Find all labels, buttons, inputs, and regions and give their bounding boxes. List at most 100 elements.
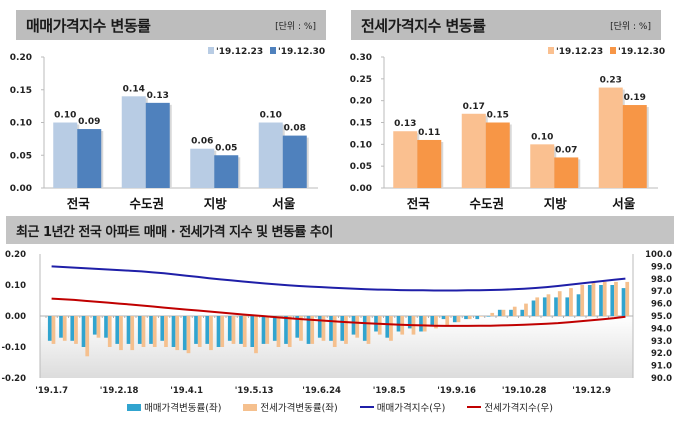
legend-swatch-jeonse-index xyxy=(467,406,482,408)
trend-sale-change-bar xyxy=(329,316,333,341)
jeonse-legend-label: '19.12.30 xyxy=(618,47,665,57)
jeonse-data-label: 0.11 xyxy=(418,128,440,138)
trend-xtick-label: '19.4.1 xyxy=(170,386,203,396)
trend-jeonse-change-bar xyxy=(276,316,281,347)
sale-legend-swatch xyxy=(270,47,276,54)
trend-left-ytick: 0.20 xyxy=(5,250,26,260)
trend-sale-change-bar xyxy=(272,316,277,341)
trend-jeonse-change-bar xyxy=(512,306,517,316)
trend-jeonse-change-bar xyxy=(569,288,573,316)
sale-legend-label: '19.12.23 xyxy=(216,47,263,57)
trend-sale-change-bar xyxy=(576,294,581,316)
trend-sale-change-bar xyxy=(126,316,131,344)
trend-sale-change-bar xyxy=(351,316,356,335)
jeonse-panel-header: 전세가격지수 변동률 [단위 : %] xyxy=(351,10,661,40)
trend-jeonse-change-bar xyxy=(355,316,360,338)
trend-sale-change-bar xyxy=(340,316,345,341)
trend-left-ytick: -0.20 xyxy=(2,374,27,384)
trend-jeonse-change-bar xyxy=(96,316,101,338)
trend-sale-change-bar xyxy=(419,316,423,332)
trend-jeonse-index-line xyxy=(51,297,626,327)
jeonse-change-bar-chart: 0.00 0.05 0.10 0.15 0.20 0.25 0.30 0.130.11 전국 0.… xyxy=(350,47,665,211)
trend-jeonse-change-bar xyxy=(186,316,191,354)
trend-sale-change-bar xyxy=(542,297,547,316)
trend-xtick-label: '19.10.28 xyxy=(502,386,547,396)
legend-swatch-jeonse-change xyxy=(243,403,258,411)
trend-xtick-label: '19.12.9 xyxy=(572,386,611,396)
trend-jeonse-change-bar xyxy=(51,316,56,344)
trend-jeonse-change-bar xyxy=(119,316,123,351)
sale-panel-unit: [단위 : %] xyxy=(275,21,316,32)
trend-sale-change-bar xyxy=(239,316,243,344)
jeonse-data-label: 0.23 xyxy=(600,76,622,86)
trend-sale-change-bar xyxy=(194,316,198,344)
jeonse-ytick: 0.25 xyxy=(350,75,372,85)
jeonse-bar xyxy=(393,131,418,188)
sale-ytick: 0.00 xyxy=(10,184,32,194)
trend-jeonse-change-bar xyxy=(209,316,213,351)
legend-swatch-sale-change xyxy=(127,403,142,411)
trend-right-ytick: 95.0 xyxy=(651,312,672,322)
trend-sale-change-bar xyxy=(137,316,142,344)
sale-ytick: 0.05 xyxy=(10,151,32,161)
jeonse-legend-swatch xyxy=(610,47,616,54)
sale-bar xyxy=(77,129,102,188)
sale-data-label: 0.13 xyxy=(147,91,169,101)
trend-sale-change-bar xyxy=(261,316,266,344)
jeonse-legend-label: '19.12.23 xyxy=(556,47,603,57)
sale-legend-label: '19.12.30 xyxy=(278,47,325,57)
trend-jeonse-change-bar xyxy=(85,316,90,357)
sale-legend-swatch xyxy=(208,47,214,54)
legend-label-jeonse-index: 전세가격지수(우) xyxy=(484,403,553,414)
jeonse-ytick: 0.20 xyxy=(350,97,372,107)
trend-jeonse-change-bar xyxy=(366,316,371,344)
trend-xtick-label: '19.1.7 xyxy=(35,386,68,396)
sale-bar xyxy=(258,122,283,188)
trend-jeonse-change-bar xyxy=(310,316,315,344)
sale-panel-header: 매매가격지수 변동률 [단위 : %] xyxy=(16,10,326,40)
trend-jeonse-change-bar xyxy=(321,316,326,341)
trend-right-ytick: 91.0 xyxy=(651,362,672,372)
jeonse-panel-title: 전세가격지수 변동률 xyxy=(361,16,486,35)
trend-xtick-label: '19.2.18 xyxy=(100,386,139,396)
sale-ytick: 0.20 xyxy=(10,53,32,63)
trend-sale-change-bar xyxy=(441,316,446,320)
trend-left-ytick: -0.10 xyxy=(2,343,27,353)
jeonse-legend-swatch xyxy=(548,47,554,54)
trend-sale-change-bar xyxy=(115,316,120,344)
trend-sale-change-bar xyxy=(475,316,480,320)
trend-right-ytick: 98.0 xyxy=(651,275,672,285)
trend-xtick-label: '19.9.16 xyxy=(437,386,476,396)
jeonse-data-label: 0.13 xyxy=(394,119,416,129)
trend-panel-header: 최근 1년간 전국 아파트 매매 · 전세가격 지수 및 변동률 추이 xyxy=(6,216,674,244)
trend-jeonse-change-bar xyxy=(614,281,618,316)
sale-data-label: 0.09 xyxy=(78,117,100,127)
trend-jeonse-change-bar xyxy=(422,316,427,332)
trend-jeonse-change-bar xyxy=(344,316,348,344)
sale-bar xyxy=(190,148,215,188)
trend-left-ytick: 0.10 xyxy=(5,281,26,291)
jeonse-data-label: 0.10 xyxy=(531,132,553,142)
trend-sale-change-bar xyxy=(205,316,210,344)
trend-sale-change-bar xyxy=(295,316,300,338)
trend-sale-change-bar xyxy=(306,316,311,344)
sale-bar xyxy=(145,102,170,188)
trend-right-ytick: 99.0 xyxy=(651,262,672,272)
trend-right-ytick: 93.0 xyxy=(651,337,672,347)
trend-jeonse-change-bar xyxy=(524,303,528,316)
trend-jeonse-change-bar xyxy=(434,316,438,329)
sale-category-label: 지방 xyxy=(204,196,228,211)
sale-data-label: 0.05 xyxy=(215,143,237,153)
trend-jeonse-change-bar xyxy=(389,316,393,341)
trend-sale-change-bar xyxy=(486,316,491,317)
trend-jeonse-change-bar xyxy=(231,316,236,344)
jeonse-category-label: 지방 xyxy=(544,196,568,211)
trend-jeonse-change-bar xyxy=(456,316,461,323)
trend-jeonse-change-bar xyxy=(591,281,596,316)
trend-jeonse-change-bar xyxy=(141,316,146,347)
jeonse-bar xyxy=(461,113,486,188)
trend-sale-change-bar xyxy=(452,316,457,323)
sale-data-label: 0.10 xyxy=(54,111,76,121)
jeonse-panel-unit: [단위 : %] xyxy=(610,21,651,32)
trend-jeonse-change-bar xyxy=(602,281,607,316)
